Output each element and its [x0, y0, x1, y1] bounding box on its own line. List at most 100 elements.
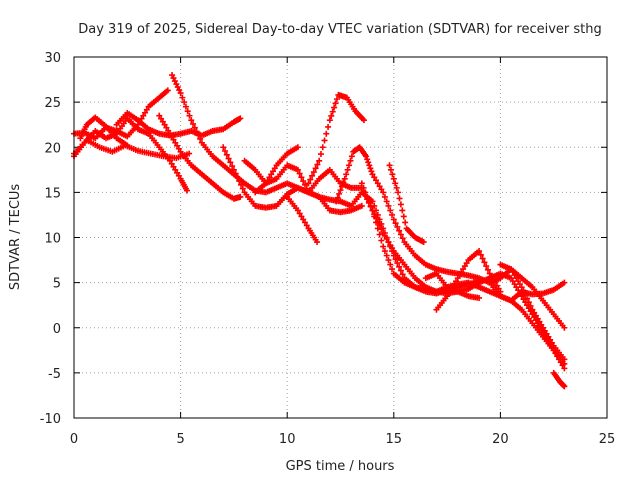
data-point [365, 159, 372, 166]
series-arc-15 [386, 162, 427, 246]
data-points [71, 72, 568, 390]
data-point [340, 179, 347, 186]
data-point [397, 267, 404, 274]
data-point [383, 198, 390, 205]
data-point [175, 145, 182, 152]
data-point [142, 109, 149, 116]
data-point [165, 127, 172, 134]
data-point [393, 184, 400, 191]
data-point [540, 329, 547, 336]
data-point [300, 216, 307, 223]
data-point [174, 169, 181, 176]
data-point [394, 260, 401, 267]
data-point [456, 272, 463, 279]
y-tick-label: 20 [44, 141, 61, 156]
y-tick-label: 0 [53, 322, 61, 337]
data-point [191, 124, 198, 131]
y-tick-label: 15 [44, 186, 61, 201]
data-point [172, 139, 179, 146]
series-arc-20 [550, 369, 568, 390]
y-tick-label: 10 [44, 232, 61, 247]
data-point [447, 287, 454, 294]
data-point [373, 214, 380, 221]
data-point [182, 103, 189, 110]
data-point [264, 177, 271, 184]
y-tick-label: 25 [44, 96, 61, 111]
data-point [392, 220, 399, 227]
data-point [378, 237, 385, 244]
data-point [461, 263, 468, 270]
data-point [454, 275, 461, 282]
data-point [390, 175, 397, 182]
data-point [531, 314, 538, 321]
data-point [387, 242, 394, 249]
data-point [371, 174, 378, 181]
data-point [362, 189, 369, 196]
data-point [389, 171, 396, 178]
data-point [548, 344, 555, 351]
data-point [477, 251, 484, 258]
data-point [326, 117, 333, 124]
data-point [396, 227, 403, 234]
data-point [374, 218, 381, 225]
data-point [511, 281, 518, 288]
data-point [333, 198, 340, 205]
data-point [394, 223, 401, 230]
data-point [230, 166, 237, 173]
data-point [166, 157, 173, 164]
data-point [220, 144, 227, 151]
data-point [333, 96, 340, 103]
data-point [458, 269, 465, 276]
data-point [183, 187, 190, 194]
data-point [171, 78, 178, 85]
y-axis-label: SDTVAR / TECUs [8, 184, 23, 291]
data-point [179, 94, 186, 101]
data-point [389, 266, 396, 273]
data-point [376, 231, 383, 238]
data-point [389, 211, 396, 218]
data-point [538, 326, 545, 333]
data-point [529, 311, 536, 318]
data-point [547, 341, 554, 348]
data-point [163, 124, 170, 131]
plot-frame [73, 56, 608, 419]
data-point [365, 198, 372, 205]
data-point [524, 302, 531, 309]
data-point [271, 165, 278, 172]
x-tick-label: 5 [176, 432, 184, 447]
data-point [373, 177, 380, 184]
data-point [143, 106, 150, 113]
data-point [378, 226, 385, 233]
data-point [389, 245, 396, 252]
data-point [397, 201, 404, 208]
data-point [296, 170, 303, 177]
data-point [366, 162, 373, 169]
data-point [314, 161, 321, 168]
data-point [337, 187, 344, 194]
data-point [298, 174, 305, 181]
data-point [561, 383, 568, 390]
data-point [463, 260, 470, 267]
x-tick-label: 15 [386, 432, 403, 447]
series-arc-3 [71, 115, 190, 194]
data-point [484, 266, 491, 273]
grid-lines [74, 57, 607, 418]
data-point [344, 166, 351, 173]
data-point [445, 290, 452, 297]
data-point [301, 219, 308, 226]
data-point [554, 353, 561, 360]
data-point [360, 184, 367, 191]
data-point [380, 189, 387, 196]
data-point [358, 180, 365, 187]
data-point [532, 317, 539, 324]
data-point [380, 243, 387, 250]
y-tick-label: 30 [44, 51, 61, 66]
x-tick-label: 25 [599, 432, 616, 447]
data-point [294, 166, 301, 173]
data-point [174, 142, 181, 149]
data-point [383, 236, 390, 243]
data-point [301, 181, 308, 188]
data-point [493, 282, 500, 289]
data-point [294, 144, 301, 151]
data-point [516, 281, 523, 288]
